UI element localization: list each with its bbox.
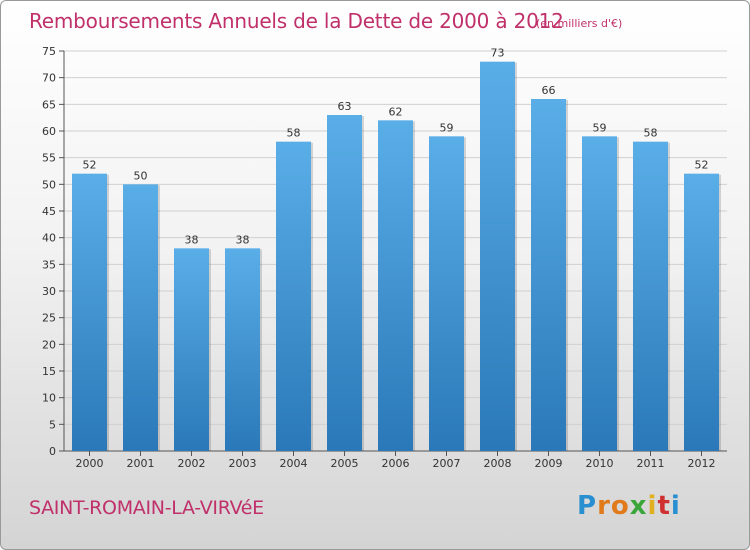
- bar-value-label: 38: [236, 233, 250, 246]
- bar-value-label: 50: [134, 169, 148, 182]
- bar: [429, 136, 464, 452]
- y-tick-label: 20: [42, 338, 56, 351]
- logo-letter: r: [597, 491, 611, 521]
- bar: [123, 184, 158, 452]
- bar: [225, 248, 260, 451]
- y-tick-label: 30: [42, 285, 56, 298]
- y-tick-label: 75: [42, 45, 56, 58]
- y-tick-label: 35: [42, 258, 56, 271]
- bar: [480, 61, 515, 452]
- logo-letter: x: [629, 491, 648, 521]
- commune-name: SAINT-ROMAIN-LA-VIRVéE: [29, 497, 264, 519]
- bar: [531, 99, 566, 451]
- chart-title: Remboursements Annuels de la Dette de 20…: [29, 9, 564, 33]
- x-tick-label: 2007: [433, 457, 461, 470]
- y-tick-label: 40: [42, 232, 56, 245]
- x-tick-label: 2012: [688, 457, 716, 470]
- bar: [633, 141, 668, 451]
- bar-value-label: 58: [287, 127, 301, 140]
- bar: [378, 120, 413, 451]
- logo-letter: i: [670, 491, 681, 521]
- y-tick-label: 70: [42, 72, 56, 85]
- y-tick-label: 60: [42, 125, 56, 138]
- bar: [327, 115, 362, 451]
- bar-value-label: 62: [389, 105, 403, 118]
- labels: 0 5 10 15 20 25 30 35 40 45 50 55 60 65 70 75 52 2000 50 20…: [42, 45, 716, 470]
- y-tick-label: 25: [42, 312, 56, 325]
- y-tick-label: 55: [42, 152, 56, 165]
- bar-value-label: 52: [695, 159, 709, 172]
- bar-value-label: 38: [185, 233, 199, 246]
- logo-letter: t: [657, 491, 671, 521]
- bar-value-label: 73: [491, 47, 505, 60]
- y-tick-label: 15: [42, 365, 56, 378]
- y-tick-label: 45: [42, 205, 56, 218]
- x-tick-label: 2006: [382, 457, 410, 470]
- y-tick-label: 10: [42, 392, 56, 405]
- x-tick-label: 2000: [76, 457, 104, 470]
- bar-value-label: 63: [338, 100, 352, 113]
- y-tick-label: 5: [49, 418, 56, 431]
- bar: [276, 141, 311, 451]
- logo-letter: i: [647, 491, 658, 521]
- bar: [582, 136, 617, 452]
- x-tick-label: 2009: [535, 457, 563, 470]
- x-tick-label: 2011: [637, 457, 665, 470]
- y-tick-label: 65: [42, 98, 56, 111]
- x-tick-label: 2005: [331, 457, 359, 470]
- bar-value-label: 66: [542, 84, 556, 97]
- y-tick-label: 50: [42, 178, 56, 191]
- bar-value-label: 58: [644, 127, 658, 140]
- bar: [684, 173, 719, 451]
- x-tick-label: 2003: [229, 457, 257, 470]
- x-tick-label: 2010: [586, 457, 614, 470]
- bar-value-label: 59: [593, 121, 607, 134]
- bar: [72, 173, 107, 451]
- bar: [174, 248, 209, 451]
- logo-letter: P: [577, 491, 598, 521]
- chart-subtitle: (en milliers d'€): [536, 17, 623, 30]
- proxiti-logo: Proxiti: [577, 491, 681, 521]
- y-tick-label: 0: [49, 445, 56, 458]
- bars: [72, 61, 721, 452]
- x-tick-label: 2002: [178, 457, 206, 470]
- bar-value-label: 59: [440, 121, 454, 134]
- logo-letter: o: [610, 491, 630, 521]
- x-tick-label: 2008: [484, 457, 512, 470]
- x-tick-label: 2004: [280, 457, 308, 470]
- bar-value-label: 52: [83, 159, 97, 172]
- x-tick-label: 2001: [127, 457, 155, 470]
